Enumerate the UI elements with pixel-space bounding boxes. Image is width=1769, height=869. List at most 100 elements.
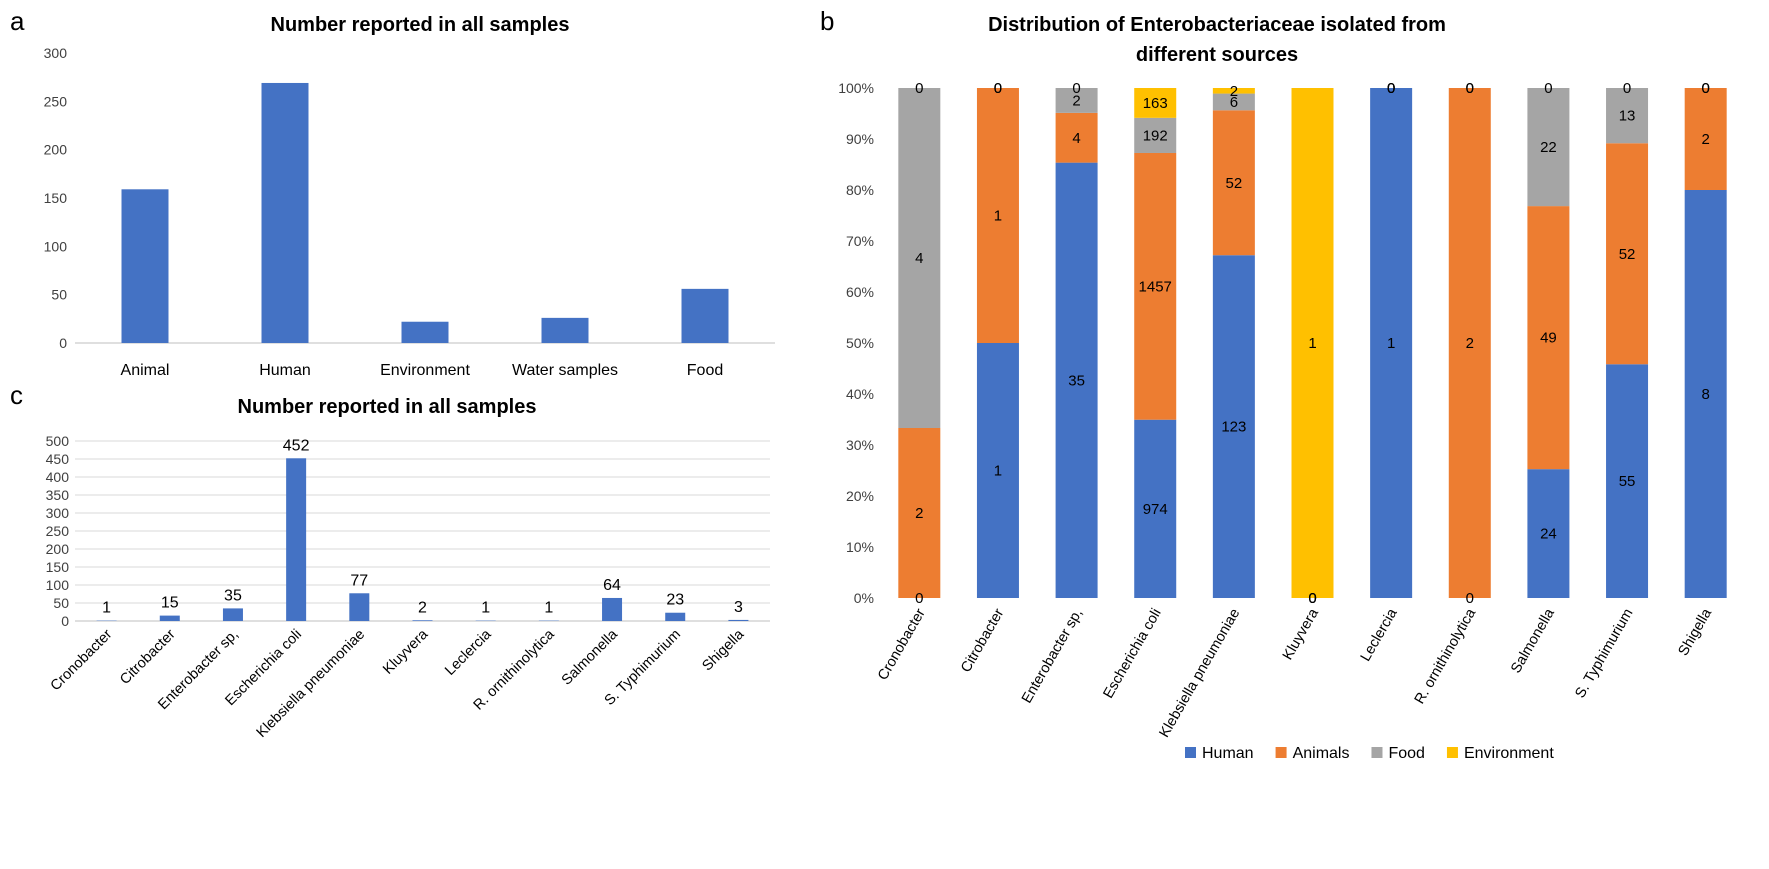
chart-a: Number reported in all samples 0 50 100 150… — [44, 14, 775, 379]
panel-letter-a: a — [10, 6, 25, 36]
chart-b-bar-segment — [898, 428, 941, 598]
chart-b-bar-segment — [1134, 88, 1177, 118]
chart-c-data-label: 15 — [161, 595, 179, 612]
chart-b-data-label: 49 — [1540, 330, 1557, 347]
chart-b-legend-swatch — [1185, 747, 1196, 758]
chart-b-category-label: Leclercia — [1358, 605, 1401, 664]
chart-b-ytick: 80% — [846, 182, 874, 198]
chart-b-bar-segment — [1134, 419, 1177, 598]
chart-b-data-label: 52 — [1226, 175, 1243, 192]
chart-b-bar-segment — [976, 343, 1019, 598]
chart-b-data-label: 4 — [915, 250, 923, 267]
chart-b-bar-segment — [1055, 88, 1098, 113]
chart-b-data-label: 1 — [994, 463, 1002, 480]
chart-b-bar-segment — [1527, 88, 1570, 207]
chart-b-bar-segment — [1212, 255, 1255, 598]
chart-a-category-label: Water samples — [512, 362, 618, 379]
chart-b-category-label: Cronobacter — [875, 606, 929, 683]
chart-b-data-label: 1 — [994, 208, 1002, 225]
chart-c-ytick: 500 — [46, 433, 70, 449]
chart-a-title: Number reported in all samples — [271, 14, 570, 36]
chart-b-category-label: Shigella — [1675, 605, 1715, 658]
chart-b-ytick: 20% — [846, 488, 874, 504]
chart-a-ytick: 250 — [44, 93, 68, 109]
chart-b-data-label: 0 — [1072, 80, 1080, 97]
chart-c-bar — [602, 597, 623, 621]
chart-b-ytick: 60% — [846, 284, 874, 300]
chart-b-ytick: 50% — [846, 335, 874, 351]
chart-a-ytick: 50 — [51, 287, 67, 303]
chart-a-bar — [541, 317, 589, 343]
chart-c-category-label: Cronobacter — [48, 626, 116, 694]
chart-b-ytick: 90% — [846, 131, 874, 147]
chart-c-bar — [665, 612, 686, 621]
chart-b-bar-segment — [1212, 110, 1255, 256]
chart-b-data-label: 1 — [1387, 335, 1395, 352]
chart-b-category-label: Salmonella — [1508, 605, 1558, 676]
chart-b-data-label: 0 — [1623, 80, 1631, 97]
chart-b-ytick: 0% — [854, 590, 874, 606]
chart-b-data-label: 0 — [1702, 80, 1710, 97]
chart-c-data-label: 23 — [666, 592, 684, 609]
chart-b-ytick: 10% — [846, 539, 874, 555]
chart-a-ytick: 200 — [44, 142, 68, 158]
chart-c-data-label: 64 — [603, 577, 621, 594]
chart-b-data-label: 0 — [1466, 590, 1474, 607]
chart-b-bar-segment — [1370, 88, 1413, 598]
chart-a-bar — [261, 82, 309, 343]
chart-a-category-label: Animal — [121, 362, 170, 379]
chart-c-data-label: 452 — [283, 437, 310, 454]
chart-b-category-label: Citrobacter — [958, 606, 1007, 676]
chart-c-data-label: 77 — [350, 572, 368, 589]
chart-c-data-label: 1 — [481, 600, 490, 617]
chart-b-bar-segment — [1527, 469, 1570, 598]
panel-letter-c: c — [10, 380, 23, 410]
chart-b-bar-segment — [1134, 117, 1177, 153]
chart-b-data-label: 0 — [1387, 80, 1395, 97]
chart-b-data-label: 123 — [1221, 419, 1246, 436]
chart-b-bar-segment — [1606, 88, 1649, 144]
chart-c: Number reported in all samples 050100150… — [46, 396, 770, 741]
chart-b-bar-segment — [1448, 88, 1491, 598]
chart-b-bar-segment — [1055, 112, 1098, 163]
chart-b-data-label: 0 — [915, 80, 923, 97]
chart-b-data-label: 0 — [1387, 80, 1395, 97]
chart-b-category-label: R. ornithinolytica — [1412, 605, 1480, 707]
chart-c-category-label: Shigella — [699, 626, 747, 674]
chart-b-bar-segment — [1527, 206, 1570, 470]
chart-b-data-label: 0 — [1308, 590, 1316, 607]
chart-a-ytick: 0 — [59, 335, 67, 351]
chart-b-data-label: 52 — [1619, 246, 1636, 263]
chart-c-data-label: 2 — [418, 599, 427, 616]
chart-b-category-label: Escherichia coli — [1100, 606, 1164, 701]
chart-c-ytick: 150 — [46, 559, 70, 575]
chart-c-category-label: Leclercia — [442, 626, 495, 679]
chart-a-category-label: Human — [259, 362, 311, 379]
chart-b: Distribution of Enterobacteriaceae isola… — [838, 14, 1727, 762]
chart-b-data-label: 2 — [1072, 92, 1080, 109]
chart-b-bar-segment — [1134, 152, 1177, 420]
chart-c-category-label: Salmonella — [559, 626, 622, 689]
chart-c-ytick: 450 — [46, 451, 70, 467]
chart-b-ytick: 70% — [846, 233, 874, 249]
chart-c-bar — [286, 458, 307, 621]
chart-b-bar-segment — [976, 88, 1019, 343]
chart-b-title-line-1: Distribution of Enterobacteriaceae isola… — [988, 14, 1446, 36]
chart-b-legend-label: Animals — [1293, 745, 1350, 762]
chart-b-data-label: 1 — [1308, 335, 1316, 352]
chart-c-category-label: Citrobacter — [117, 626, 179, 688]
chart-b-legend-label: Environment — [1464, 745, 1554, 762]
chart-b-data-label: 2 — [1230, 83, 1238, 100]
chart-c-data-label: 35 — [224, 587, 242, 604]
chart-b-data-label: 24 — [1540, 526, 1557, 543]
chart-b-ytick: 40% — [846, 386, 874, 402]
chart-b-legend-label: Food — [1388, 745, 1424, 762]
chart-b-bar-segment — [1212, 88, 1255, 94]
chart-b-data-label: 22 — [1540, 139, 1557, 156]
chart-c-ytick: 300 — [46, 505, 70, 521]
chart-b-data-label: 2 — [915, 505, 923, 522]
chart-b-data-label: 1457 — [1139, 278, 1172, 295]
chart-a-bar — [121, 189, 169, 343]
chart-b-category-label: Enterobacter sp, — [1019, 606, 1086, 706]
